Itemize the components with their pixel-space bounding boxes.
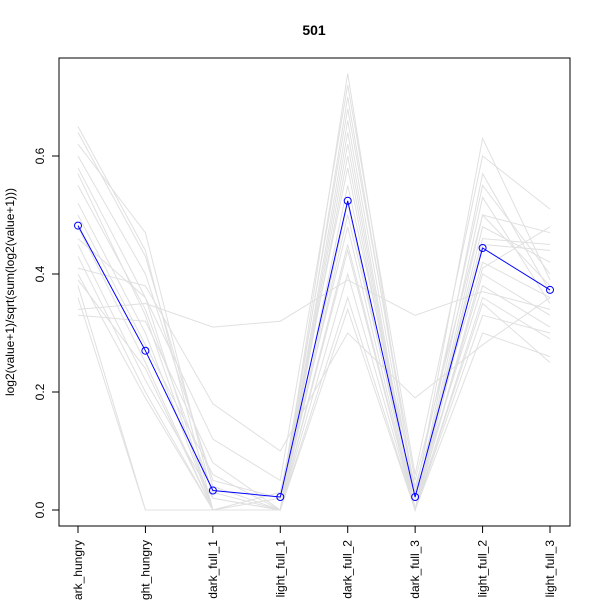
background-series-line — [77, 302, 551, 512]
background-series-line — [77, 267, 551, 452]
background-series-line — [77, 226, 551, 512]
data-point — [411, 493, 420, 501]
data-point — [208, 486, 217, 495]
x-tick-label: light_full_1 — [273, 540, 287, 598]
background-series-line — [77, 85, 551, 482]
x-tick-label: dark_full_3 — [408, 540, 422, 599]
highlight-series-line — [77, 200, 551, 498]
background-series-line — [77, 295, 551, 512]
highlight-series-group — [74, 196, 554, 501]
x-tick-label: dark_full_1 — [206, 540, 220, 599]
x-tick-label: light_full_3 — [543, 540, 557, 598]
background-series-line — [77, 203, 551, 511]
data-point — [276, 493, 285, 501]
data-point — [343, 196, 352, 205]
background-series-line — [77, 144, 551, 511]
x-tick-label: dark_full_2 — [341, 540, 355, 599]
x-tick-label: light_hungry — [138, 540, 152, 600]
background-series-line — [77, 279, 551, 328]
chart-title: 501 — [302, 22, 326, 38]
data-point — [546, 285, 554, 294]
y-tick-label: 0.0 — [33, 501, 47, 518]
plot-frame — [58, 57, 571, 527]
y-tick-label: 0.6 — [33, 147, 47, 164]
background-series-line — [77, 167, 551, 511]
y-tick-label: 0.2 — [33, 383, 47, 400]
data-point — [478, 244, 487, 252]
background-series-line — [77, 244, 551, 512]
x-axis: dark_hungry light_hungry dark_full_1 light_… — [71, 526, 557, 600]
x-tick-label: light_full_2 — [476, 540, 490, 598]
y-tick-label: 0.4 — [33, 265, 47, 282]
background-series-line — [77, 120, 551, 511]
background-series-group — [77, 73, 551, 512]
data-point — [141, 346, 150, 355]
background-series-line — [77, 132, 551, 511]
y-axis: 0.0 0.2 0.4 0.6 — [33, 147, 59, 518]
background-series-line — [77, 108, 551, 499]
background-series-line — [77, 73, 551, 511]
x-tick-label: dark_hungry — [71, 540, 85, 600]
data-point — [74, 221, 82, 230]
y-axis-label: log2(value+1)/sqrt(sum(log2(value+1))) — [3, 188, 17, 396]
